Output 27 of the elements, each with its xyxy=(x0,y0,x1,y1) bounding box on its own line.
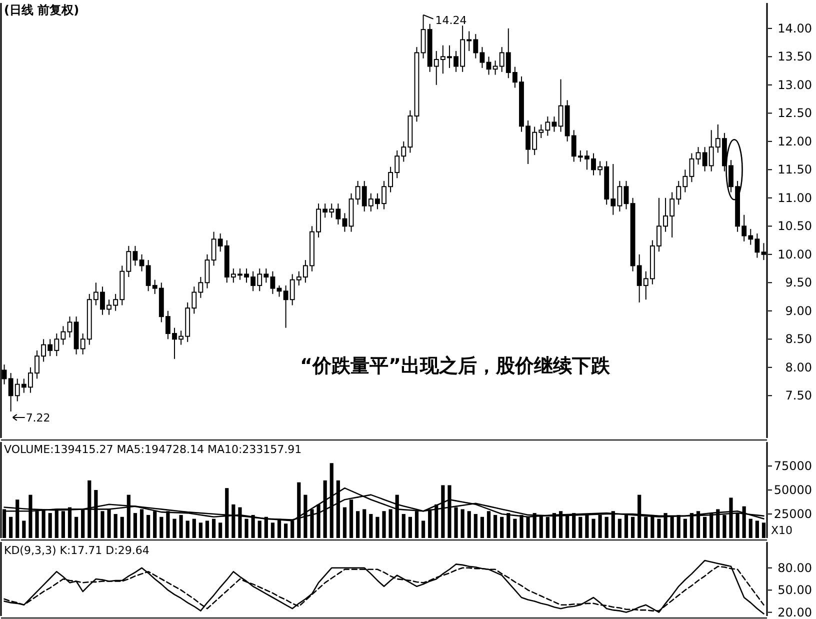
text: X10 xyxy=(771,524,793,537)
y-tick-label: 8.50 xyxy=(785,332,812,346)
annotation: VOLUME:139415.27 MA5:194728.14 MA10:233157.91 xyxy=(4,443,302,456)
annotation: KD(9,3,3) K:17.71 D:29.64 xyxy=(4,544,150,557)
y-tick-label: 7.50 xyxy=(785,388,812,403)
y-tick-label: 50000 xyxy=(774,483,812,497)
y-tick-label: 80.00 xyxy=(778,560,812,575)
y-tick-label: 25000 xyxy=(774,507,812,521)
y-tick-label: 20.00 xyxy=(778,605,812,619)
y-tick-label: 10.50 xyxy=(778,219,812,234)
y-tick-label: 13.00 xyxy=(778,78,812,92)
y-tick-label: 75000 xyxy=(774,459,812,473)
y-tick-label: 12.00 xyxy=(778,134,812,148)
y-tick-label: 14.00 xyxy=(778,21,812,36)
y-tick-label: 13.50 xyxy=(778,50,812,64)
y-tick-label: 50.00 xyxy=(778,583,812,598)
chart-title: (日线 前复权) xyxy=(4,3,80,17)
y-tick-label: 12.50 xyxy=(778,106,812,120)
y-tick-label: 11.00 xyxy=(778,190,812,205)
annotation: 14.24 xyxy=(435,14,467,27)
y-tick-label: 10.00 xyxy=(778,247,812,262)
annotation: 7.22 xyxy=(26,411,50,424)
y-tick-label: 11.50 xyxy=(778,162,812,177)
y-tick-label: 9.50 xyxy=(785,276,812,290)
annotation: “价跌量平”出现之后，股价继续下跌 xyxy=(300,355,611,377)
y-tick-label: 8.00 xyxy=(785,360,812,374)
y-tick-label: 9.00 xyxy=(785,304,812,318)
